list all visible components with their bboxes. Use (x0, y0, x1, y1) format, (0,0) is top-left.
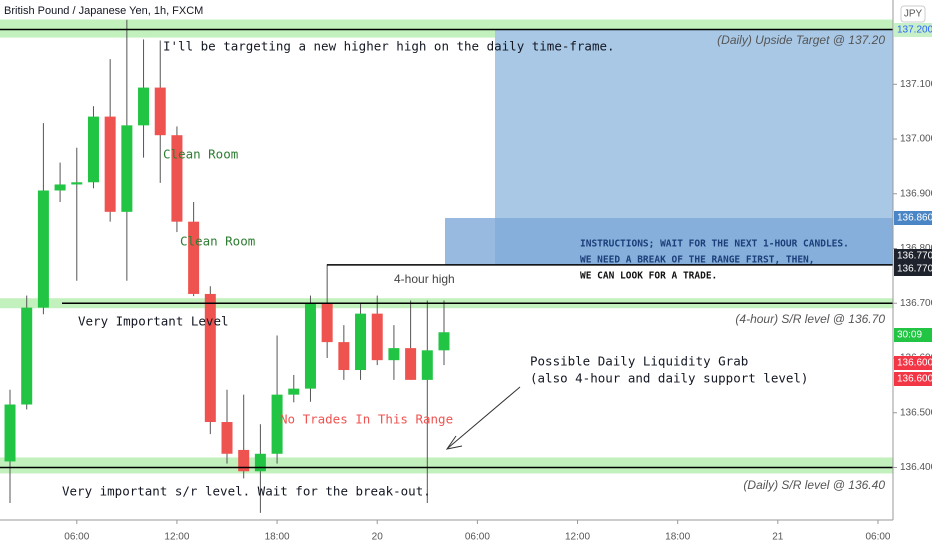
y-tick-label: 136.800 (900, 243, 932, 254)
price-label-bg (894, 211, 932, 225)
candle-body (138, 87, 150, 126)
candle-body (4, 404, 16, 462)
price-label: 136.600 (897, 358, 932, 369)
annotation: Very Important Level (78, 314, 229, 329)
y-tick-label: 136.500 (900, 407, 932, 418)
candle-body (321, 303, 333, 343)
annotation: (Daily) Upside Target @ 137.20 (717, 33, 885, 47)
y-tick-label: 137.100 (900, 79, 932, 90)
candle-body (271, 394, 283, 454)
price-label-bg (894, 249, 932, 263)
currency: JPY (904, 9, 923, 20)
y-tick-label: 137.000 (900, 134, 932, 145)
price-label-bg (894, 23, 932, 37)
overlays (0, 28, 893, 469)
price-label: 136.770 (897, 251, 932, 262)
instruction-box (445, 218, 893, 265)
candle-body (37, 190, 49, 308)
x-tick-label: 06:00 (64, 532, 89, 543)
candles (4, 19, 450, 513)
x-tick-label: 21 (772, 532, 784, 543)
candle-body (438, 332, 450, 351)
x-tick-label: 18:00 (265, 532, 290, 543)
annotation: Possible Daily Liquidity Grab (530, 354, 748, 369)
annotation: Clean Room (163, 147, 238, 162)
annotation: INSTRUCTIONS; WAIT FOR THE NEXT 1-HOUR C… (580, 239, 849, 250)
candle-body (154, 87, 166, 136)
candle-body (371, 313, 383, 361)
annotation: Very important s/r level. Wait for the b… (62, 484, 431, 499)
grid (76, 83, 897, 524)
x-tick-label: 12:00 (565, 532, 590, 543)
candle-body (204, 293, 216, 423)
price-label: 30:09 (897, 330, 922, 341)
candle-body (21, 307, 33, 405)
price-label-bg (894, 262, 932, 276)
price-label: 136.860 (897, 213, 932, 224)
candle-body (388, 348, 400, 361)
level-zone (0, 457, 893, 474)
x-tick-label: 06:00 (865, 532, 890, 543)
annotation: (4-hour) S/R level @ 136.70 (735, 312, 885, 326)
candle-body (254, 453, 266, 472)
candle-body (221, 422, 233, 454)
currency-badge[interactable] (900, 5, 926, 23)
candle-body (121, 125, 133, 212)
chart-title: British Pound / Japanese Yen, 1h, FXCM (4, 5, 203, 17)
candle-body (54, 184, 66, 191)
y-tick-label: 136.900 (900, 188, 932, 199)
price-label: 136.600 (897, 374, 932, 385)
x-tick-label: 20 (372, 532, 384, 543)
zones (0, 19, 893, 474)
annotation: (also 4-hour and daily support level) (530, 371, 808, 386)
candle-body (188, 221, 200, 294)
price-label: 137.200 (897, 25, 932, 36)
candle-body (304, 303, 316, 389)
candle-body (171, 135, 183, 222)
annotation: Clean Room (180, 234, 255, 249)
arrow-head (445, 435, 463, 450)
arrow (447, 386, 521, 449)
price-label-bg (894, 372, 932, 386)
annotation: WE NEED A BREAK OF THE RANGE FIRST, THEN… (580, 255, 815, 266)
candle-body (87, 116, 99, 183)
annotation: I'll be targeting a new higher high on t… (163, 39, 615, 54)
candle-body (288, 388, 300, 395)
candle-body (355, 313, 367, 371)
x-tick-label: 12:00 (164, 532, 189, 543)
candle-body (71, 182, 83, 185)
candle-body (405, 348, 417, 380)
x-tick-label: 06:00 (465, 532, 490, 543)
annotation: 4-hour high (394, 272, 455, 286)
annotation: No Trades In This Range (280, 412, 453, 427)
annotation: WE CAN LOOK FOR A TRADE. (580, 271, 717, 282)
y-tick-label: 136.400 (900, 462, 932, 473)
candle-body (104, 116, 116, 212)
candle-body (421, 350, 433, 380)
candle-body (338, 342, 350, 371)
price-label: 136.770 (897, 264, 932, 275)
x-tick-label: 18:00 (665, 532, 690, 543)
candle-body (238, 449, 250, 472)
y-tick-label: 136.700 (900, 298, 932, 309)
price-label-bg (894, 356, 932, 370)
annotation: (Daily) S/R level @ 136.40 (743, 478, 885, 492)
price-label-bg (894, 328, 932, 342)
